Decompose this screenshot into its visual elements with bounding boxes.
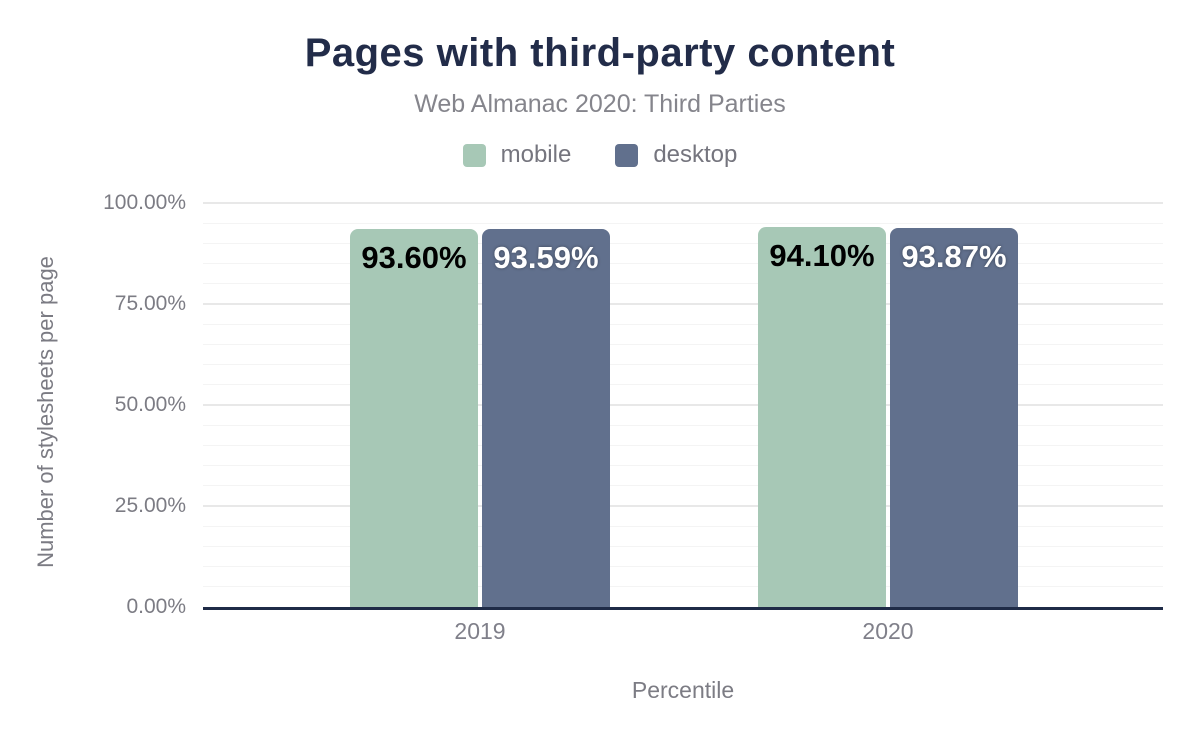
mobile-swatch-icon: [462, 143, 486, 167]
chart-subtitle: Web Almanac 2020: Third Parties: [414, 90, 786, 118]
y-tick-100: 100.00%: [103, 191, 186, 214]
minor-gridline: [203, 323, 1163, 325]
legend-item-desktop[interactable]: desktop: [615, 141, 737, 169]
legend-label-mobile: mobile: [500, 141, 572, 168]
minor-gridline: [203, 283, 1163, 285]
minor-gridline: [203, 545, 1163, 547]
major-gridline: [203, 303, 1163, 305]
minor-gridline: [203, 485, 1163, 487]
minor-gridline: [203, 343, 1163, 345]
y-tick-0: 0.00%: [126, 595, 186, 618]
minor-gridline: [203, 222, 1163, 224]
bar-value-label: 93.87%: [901, 238, 1007, 274]
legend-item-mobile[interactable]: mobile: [462, 141, 572, 169]
bar-mobile-2020[interactable]: 94.10%: [758, 226, 886, 607]
bar-value-label: 94.10%: [769, 237, 875, 273]
bar-value-label: 93.60%: [361, 239, 467, 275]
bar-mobile-2019[interactable]: 93.60%: [350, 228, 478, 607]
major-gridline: [203, 202, 1163, 204]
major-gridline: [203, 404, 1163, 406]
y-tick-75: 75.00%: [114, 292, 186, 315]
minor-gridline: [203, 465, 1163, 467]
minor-gridline: [203, 525, 1163, 527]
minor-gridline: [203, 424, 1163, 426]
minor-gridline: [203, 566, 1163, 568]
minor-gridline: [203, 384, 1163, 386]
major-gridline: [203, 505, 1163, 507]
y-axis-title: Number of stylesheets per page: [33, 256, 58, 568]
minor-gridline: [203, 364, 1163, 366]
minor-gridline: [203, 586, 1163, 588]
x-tick-2019: 2019: [454, 618, 506, 644]
x-tick-2020: 2020: [862, 618, 914, 644]
minor-gridline: [203, 263, 1163, 265]
bar-desktop-2019[interactable]: 93.59%: [482, 228, 610, 607]
minor-gridline: [203, 444, 1163, 446]
chart-title: Pages with third-party content: [304, 31, 896, 75]
y-tick-25: 25.00%: [114, 494, 186, 517]
x-axis-title: Percentile: [631, 677, 735, 703]
legend-label-desktop: desktop: [653, 141, 738, 168]
desktop-swatch-icon: [615, 143, 639, 167]
y-tick-50: 50.00%: [114, 393, 186, 416]
bar-value-label: 93.59%: [493, 239, 599, 275]
plot-area: 93.60% 93.59% 94.10% 93.87%: [203, 202, 1163, 610]
bar-desktop-2020[interactable]: 93.87%: [890, 227, 1018, 607]
legend: mobile desktop: [0, 141, 1200, 169]
minor-gridline: [203, 242, 1163, 244]
